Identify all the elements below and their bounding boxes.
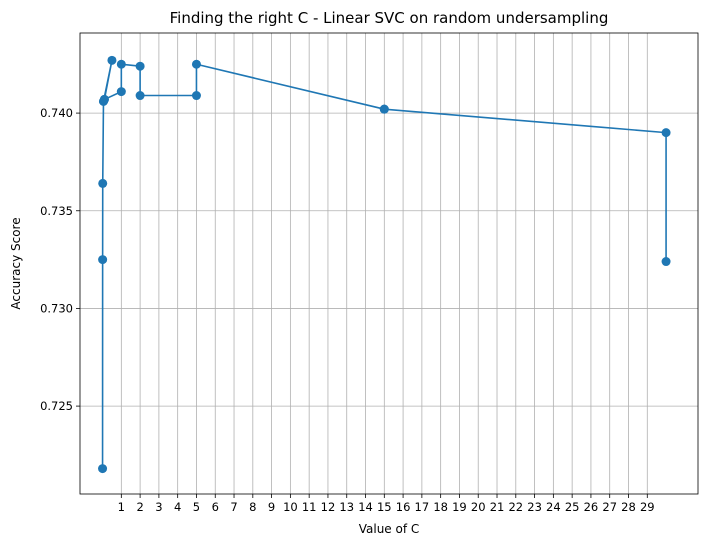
data-point <box>661 128 671 138</box>
x-tick-label: 9 <box>268 500 275 514</box>
x-tick-label: 8 <box>249 500 256 514</box>
x-tick-label: 25 <box>565 500 580 514</box>
x-tick-label: 14 <box>358 500 373 514</box>
x-tick-label: 4 <box>174 500 181 514</box>
x-tick-label: 21 <box>490 500 505 514</box>
y-tick-label: 0.740 <box>40 106 73 120</box>
x-tick-label: 16 <box>396 500 411 514</box>
x-tick-label: 24 <box>546 500 561 514</box>
y-tick-label: 0.735 <box>40 204 73 218</box>
x-tick-label: 12 <box>321 500 336 514</box>
y-tick-label: 0.730 <box>40 301 73 315</box>
x-tick-label: 5 <box>193 500 200 514</box>
x-tick-label: 13 <box>339 500 354 514</box>
x-axis: 1 2 3 4 5 6 7 8 9 10 11 12 13 14 15 16 17 18 19 20 21 22 23 24 2… <box>118 494 655 514</box>
x-tick-label: 18 <box>433 500 448 514</box>
x-tick-label: 17 <box>415 500 430 514</box>
data-point <box>661 257 671 267</box>
plot-frame <box>79 32 699 495</box>
x-tick-label: 22 <box>508 500 523 514</box>
data-point <box>116 87 126 97</box>
data-point <box>98 255 108 265</box>
chart-title: Finding the right C - Linear SVC on rand… <box>170 9 609 27</box>
y-axis: 0.725 0.730 0.735 0.740 <box>40 106 80 413</box>
data-point <box>135 61 145 71</box>
data-point <box>135 91 145 101</box>
x-tick-label: 29 <box>640 500 655 514</box>
x-tick-label: 7 <box>230 500 237 514</box>
x-tick-label: 23 <box>527 500 542 514</box>
x-tick-label: 1 <box>118 500 125 514</box>
x-tick-label: 28 <box>621 500 636 514</box>
y-tick-label: 0.725 <box>40 399 73 413</box>
y-grid <box>80 112 698 407</box>
x-tick-label: 19 <box>452 500 467 514</box>
x-tick-label: 11 <box>302 500 317 514</box>
x-tick-label: 2 <box>136 500 143 514</box>
x-axis-label: Value of C <box>359 522 420 536</box>
series-layer <box>98 55 671 474</box>
x-tick-label: 3 <box>155 500 162 514</box>
x-tick-label: 20 <box>471 500 486 514</box>
data-point <box>107 55 117 65</box>
data-point <box>116 59 126 69</box>
x-tick-label: 26 <box>584 500 599 514</box>
data-point <box>98 464 108 474</box>
data-point <box>98 178 108 188</box>
data-point <box>99 94 109 104</box>
data-point <box>379 104 389 114</box>
x-tick-label: 27 <box>602 500 617 514</box>
x-grid <box>120 33 648 494</box>
x-tick-label: 10 <box>283 500 298 514</box>
x-tick-label: 6 <box>212 500 219 514</box>
data-point <box>191 59 201 69</box>
x-tick-label: 15 <box>377 500 392 514</box>
data-point <box>191 91 201 101</box>
y-axis-label: Accuracy Score <box>9 217 23 309</box>
